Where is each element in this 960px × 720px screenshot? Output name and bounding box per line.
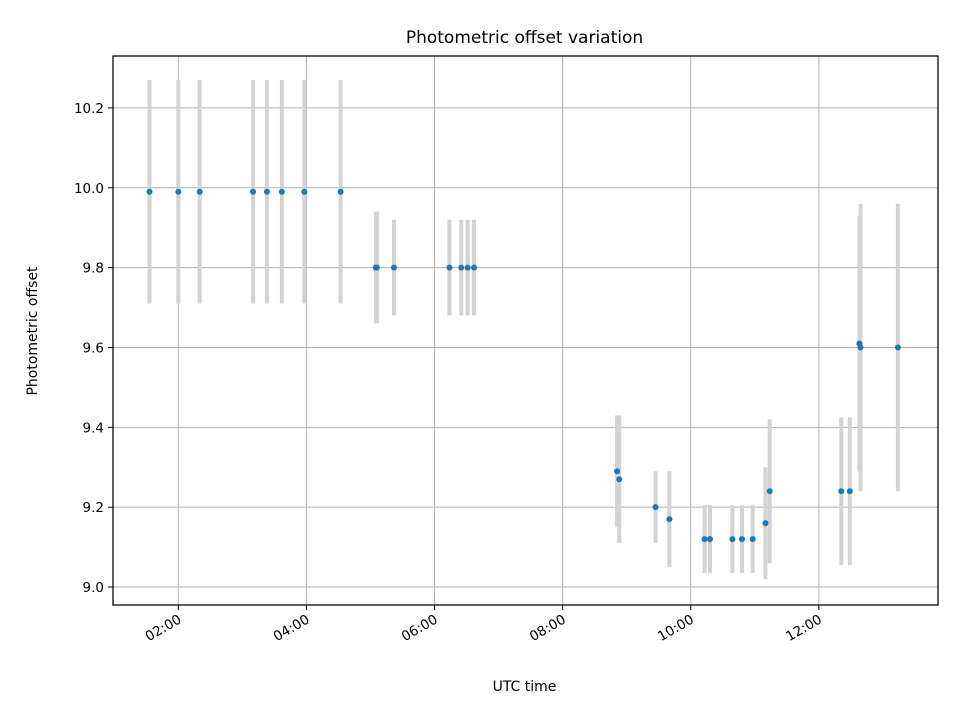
- x-axis-ticks: 02:00 04:00 06:00 08:00 10:00 12:00: [143, 605, 825, 645]
- x-tick-label: 12:00: [783, 612, 825, 645]
- y-tick-label: 10.2: [74, 101, 104, 117]
- data-point: [729, 536, 736, 543]
- y-tick-label: 10.0: [74, 181, 104, 197]
- errorbars: [147, 79, 900, 580]
- y-axis-ticks: 9.0 9.2 9.4 9.6 9.8 10.0 10.2: [74, 101, 113, 596]
- x-tick-label: 06:00: [399, 612, 441, 645]
- x-tick-label: 02:00: [143, 612, 185, 645]
- data-point: [390, 264, 397, 271]
- data-point: [666, 516, 673, 523]
- y-tick-label: 9.0: [83, 580, 104, 596]
- data-point: [652, 504, 659, 511]
- data-point: [706, 536, 713, 543]
- data-point: [838, 488, 845, 495]
- data-point: [701, 536, 708, 543]
- x-tick-label: 04:00: [271, 612, 313, 645]
- data-point: [446, 264, 453, 271]
- data-point: [857, 344, 864, 351]
- y-tick-label: 9.2: [83, 500, 104, 516]
- data-point: [337, 188, 344, 195]
- data-point: [846, 488, 853, 495]
- data-point: [464, 264, 471, 271]
- data-point: [146, 188, 153, 195]
- grid: [113, 56, 938, 605]
- plot-frame: [112, 55, 939, 606]
- x-tick-label: 08:00: [527, 612, 569, 645]
- data-point: [738, 536, 745, 543]
- data-points: [146, 188, 901, 543]
- y-tick-label: 9.6: [83, 340, 104, 356]
- data-point: [250, 188, 257, 195]
- y-tick-label: 9.8: [83, 261, 104, 277]
- chart-title: Photometric offset variation: [406, 28, 643, 48]
- data-point: [894, 344, 901, 351]
- data-point: [749, 536, 756, 543]
- data-point: [471, 264, 478, 271]
- data-point: [614, 468, 621, 475]
- data-point: [196, 188, 203, 195]
- data-point: [766, 488, 773, 495]
- data-point: [458, 264, 465, 271]
- x-axis-label: UTC time: [493, 679, 557, 695]
- data-point: [175, 188, 182, 195]
- data-point: [762, 520, 769, 527]
- data-point: [263, 188, 270, 195]
- data-point: [616, 476, 623, 483]
- y-axis-label: Photometric offset: [25, 266, 41, 396]
- y-tick-label: 9.4: [83, 420, 104, 436]
- data-point: [301, 188, 308, 195]
- data-point: [278, 188, 285, 195]
- data-point: [373, 264, 380, 271]
- x-tick-label: 10:00: [655, 612, 697, 645]
